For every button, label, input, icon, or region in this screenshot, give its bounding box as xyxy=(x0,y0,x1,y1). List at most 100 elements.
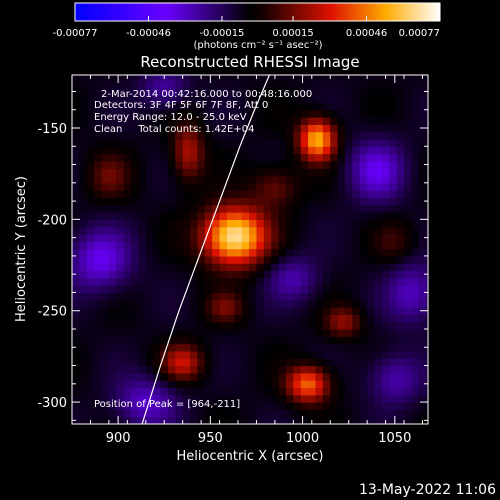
heatmap-cell xyxy=(234,409,243,418)
heatmap-cell xyxy=(263,343,272,352)
heatmap-cell xyxy=(241,416,250,424)
heatmap-cell xyxy=(79,131,88,140)
heatmap-cell xyxy=(389,292,398,301)
heatmap-cell xyxy=(123,241,132,250)
heatmap-cell xyxy=(300,307,309,315)
heatmap-cell xyxy=(344,380,353,389)
heatmap-cell xyxy=(352,263,361,272)
heatmap-cell xyxy=(123,87,132,96)
heatmap-cell xyxy=(389,160,398,169)
heatmap-cell xyxy=(138,75,147,82)
heatmap-cell xyxy=(300,358,309,367)
heatmap-cell xyxy=(308,182,317,191)
heatmap-cell xyxy=(337,146,346,155)
heatmap-cell xyxy=(79,285,88,294)
heatmap-cell xyxy=(94,263,103,272)
heatmap-cell xyxy=(94,270,103,279)
heatmap-cell xyxy=(116,233,125,242)
heatmap-cell xyxy=(108,153,117,162)
heatmap-cell xyxy=(145,75,154,82)
heatmap-cell xyxy=(271,380,280,389)
heatmap-cell xyxy=(182,226,191,235)
heatmap-cell xyxy=(79,146,88,155)
heatmap-cell xyxy=(426,109,428,118)
heatmap-cell xyxy=(330,387,339,396)
heatmap-cell xyxy=(330,336,339,345)
heatmap-cell xyxy=(123,168,132,177)
heatmap-cell xyxy=(352,372,361,381)
heatmap-cell xyxy=(367,182,376,191)
heatmap-cell xyxy=(226,255,235,264)
heatmap-cell xyxy=(285,292,294,301)
heatmap-cell xyxy=(278,372,287,381)
heatmap-cell xyxy=(175,131,184,140)
axis-ticks: 900 950 1000 1050-150-200-250-300 xyxy=(37,75,428,446)
heatmap-cell xyxy=(108,138,117,147)
heatmap-cell xyxy=(190,387,199,396)
heatmap-cell xyxy=(182,219,191,228)
heatmap-cell xyxy=(123,226,132,235)
heatmap-cell xyxy=(249,248,258,257)
heatmap-cell xyxy=(315,109,324,118)
heatmap-cell xyxy=(226,343,235,352)
heatmap-cell xyxy=(263,387,272,396)
heatmap-cell xyxy=(116,182,125,191)
heatmap-cell xyxy=(197,175,206,184)
heatmap-cell xyxy=(300,153,309,162)
heatmap-cell xyxy=(426,190,428,199)
heatmap-cell xyxy=(285,321,294,330)
heatmap-cell xyxy=(79,402,88,410)
heatmap-cell xyxy=(175,204,184,213)
heatmap-cell xyxy=(197,102,206,111)
heatmap-cell xyxy=(322,146,331,155)
heatmap-cell xyxy=(411,321,420,330)
heatmap-cell xyxy=(278,212,287,220)
heatmap-cell xyxy=(344,226,353,235)
heatmap-cell xyxy=(256,124,265,133)
heatmap-cell xyxy=(116,263,125,272)
heatmap-cell xyxy=(108,350,117,359)
heatmap-cell xyxy=(396,416,405,424)
heatmap-cell xyxy=(175,102,184,111)
y-tick-label: -150 xyxy=(37,122,67,137)
heatmap-cell xyxy=(389,124,398,133)
heatmap-cell xyxy=(219,204,228,213)
heatmap-cell xyxy=(293,233,302,242)
heatmap-cell xyxy=(308,226,317,235)
heatmap-cell xyxy=(204,131,213,140)
heatmap-cell xyxy=(374,131,383,140)
heatmap-cell xyxy=(234,299,243,308)
heatmap-cell xyxy=(337,197,346,206)
y-axis-label: Heliocentric Y (arcsec) xyxy=(14,176,29,322)
heatmap-cell xyxy=(308,168,317,177)
heatmap-cell xyxy=(219,226,228,235)
heatmap-cell xyxy=(145,336,154,345)
heatmap-cell xyxy=(234,321,243,330)
heatmap-cell xyxy=(182,358,191,367)
heatmap-cell xyxy=(344,175,353,184)
heatmap-cell xyxy=(374,190,383,199)
heatmap-cell xyxy=(116,80,125,89)
heatmap-cell xyxy=(241,212,250,220)
heatmap-cell xyxy=(396,153,405,162)
heatmap-cell xyxy=(234,255,243,264)
heatmap-cell xyxy=(352,75,361,82)
heatmap-cell xyxy=(212,409,221,418)
heatmap-cell xyxy=(123,350,132,359)
heatmap-cell xyxy=(315,146,324,155)
heatmap-cell xyxy=(300,175,309,184)
heatmap-cell xyxy=(116,160,125,169)
heatmap-cell xyxy=(411,387,420,396)
heatmap-cell xyxy=(94,102,103,111)
heatmap-cell xyxy=(94,328,103,337)
heatmap-cell xyxy=(256,95,265,104)
heatmap-cell xyxy=(197,394,206,403)
heatmap-cell xyxy=(396,131,405,140)
heatmap-cell xyxy=(411,314,420,323)
heatmap-cell xyxy=(374,380,383,389)
heatmap-cell xyxy=(108,270,117,279)
heatmap-cell xyxy=(300,372,309,381)
heatmap-cell xyxy=(182,109,191,118)
heatmap-cell xyxy=(330,307,339,315)
heatmap-cell xyxy=(123,299,132,308)
